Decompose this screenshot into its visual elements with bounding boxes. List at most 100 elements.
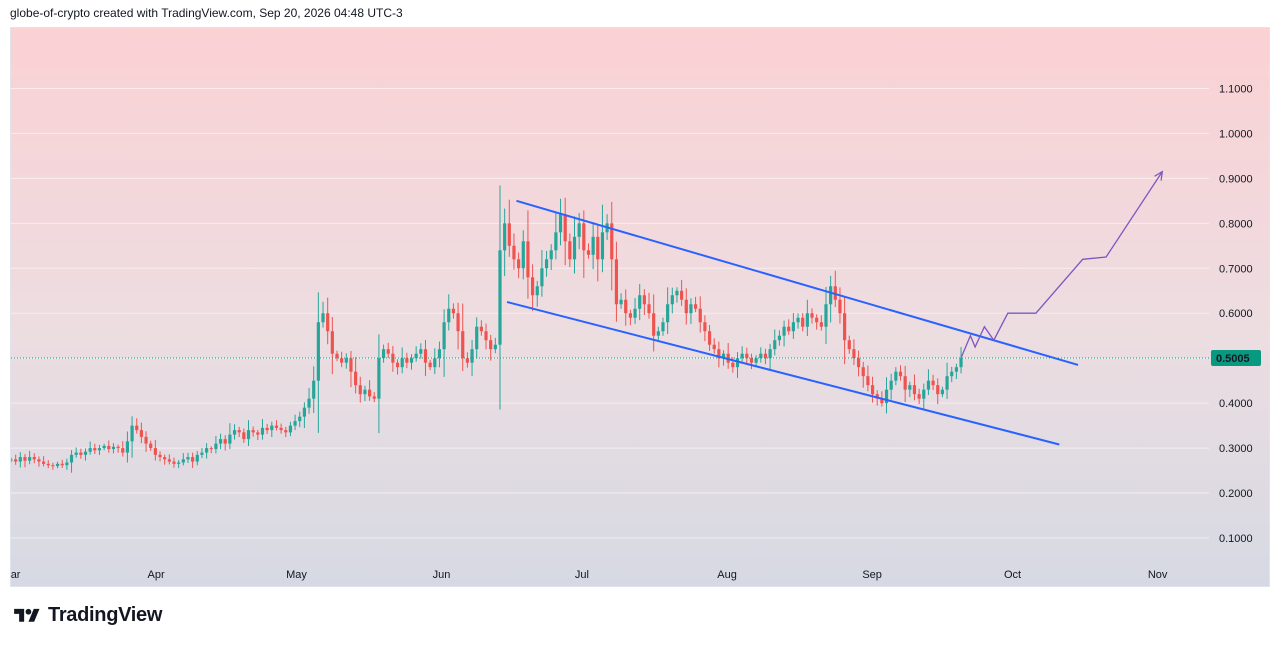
candle-body xyxy=(111,446,116,450)
channel-lower-line xyxy=(506,301,1060,446)
candle-body xyxy=(442,322,446,350)
candle-body xyxy=(875,394,879,399)
y-tick-label: 0.4000 xyxy=(1219,398,1253,410)
candle-body xyxy=(870,385,875,395)
candle-body xyxy=(139,430,143,437)
candle-body xyxy=(195,454,199,462)
candle-body xyxy=(810,313,814,318)
candle-body xyxy=(517,259,521,269)
candle-body xyxy=(163,457,167,460)
x-tick-label: Oct xyxy=(1004,569,1021,581)
candle-body xyxy=(409,358,414,363)
candle-body xyxy=(41,461,46,464)
candle-body xyxy=(363,389,367,395)
y-tick-label: 0.1000 xyxy=(1219,533,1253,545)
candle-body xyxy=(549,250,553,260)
candle-body xyxy=(451,308,456,314)
candle-body xyxy=(652,313,656,336)
chart-area[interactable]: 0.10000.20000.30000.40000.50000.60000.70… xyxy=(10,27,1270,587)
candle-body xyxy=(754,358,758,363)
candle-body xyxy=(121,448,125,453)
x-tick-label: Nov xyxy=(1148,569,1168,581)
candle-body xyxy=(856,358,861,368)
candle-body xyxy=(852,349,856,359)
candle-body xyxy=(619,299,623,305)
candle-body xyxy=(577,223,581,237)
chart-caption: globe-of-crypto created with TradingView… xyxy=(10,6,403,20)
candle-body xyxy=(796,317,800,323)
candle-body xyxy=(568,241,572,260)
candle-body xyxy=(493,344,497,350)
candle-body xyxy=(107,445,111,450)
candle-body xyxy=(731,362,735,368)
candle-body xyxy=(316,322,320,381)
candle-body xyxy=(242,432,246,440)
candle-body xyxy=(787,326,791,332)
candle-body xyxy=(326,313,330,332)
candle-body xyxy=(307,398,311,408)
candle-body xyxy=(372,396,376,399)
projection-arrowhead xyxy=(1154,170,1164,181)
candle-body xyxy=(51,465,55,467)
candle-body xyxy=(330,331,334,354)
candle-body xyxy=(367,389,372,397)
candle-body xyxy=(23,457,27,461)
candle-body xyxy=(824,304,828,327)
candle-body xyxy=(926,380,931,390)
candle-body xyxy=(847,340,851,350)
candle-body xyxy=(610,223,614,260)
candle-body xyxy=(843,313,847,341)
candle-body xyxy=(801,317,805,327)
candle-body xyxy=(400,358,404,368)
candle-body xyxy=(177,462,181,464)
candle-body xyxy=(954,367,958,372)
candle-body xyxy=(11,459,13,461)
candle-body xyxy=(740,353,744,359)
candle-body xyxy=(563,214,567,242)
candle-body xyxy=(386,349,390,354)
candle-body xyxy=(130,425,134,442)
candle-body xyxy=(125,441,130,453)
candle-body xyxy=(912,385,917,395)
candle-body xyxy=(18,457,22,462)
channel-upper-line xyxy=(516,199,1079,366)
candle-body xyxy=(284,430,288,433)
candle-body xyxy=(65,462,69,466)
candle-body xyxy=(866,376,870,386)
candle-body xyxy=(144,436,148,444)
candle-body xyxy=(172,461,176,464)
candle-body xyxy=(358,385,362,395)
candle-body xyxy=(251,430,255,433)
price-chart[interactable]: 0.10000.20000.30000.40000.50000.60000.70… xyxy=(11,28,1270,587)
y-tick-label: 1.0000 xyxy=(1219,128,1253,140)
candle-body xyxy=(819,322,823,327)
candle-body xyxy=(149,443,153,449)
candle-body xyxy=(116,446,120,449)
candle-body xyxy=(861,367,865,377)
candle-body xyxy=(624,299,628,314)
x-tick-label: May xyxy=(286,569,307,581)
candle-body xyxy=(647,304,651,314)
candle-body xyxy=(735,358,740,368)
candle-body xyxy=(526,241,530,278)
candle-body xyxy=(745,353,749,359)
candle-body xyxy=(586,250,591,255)
candle-body xyxy=(707,331,712,345)
candle-body xyxy=(554,232,558,251)
candle-body xyxy=(638,295,642,309)
candle-body xyxy=(903,376,907,390)
candle-body xyxy=(582,223,586,251)
tradingview-logo[interactable]: TradingView xyxy=(12,604,162,627)
candle-body xyxy=(507,223,511,246)
candle-body xyxy=(931,380,935,386)
candle-body xyxy=(279,427,283,431)
candle-body xyxy=(237,430,241,433)
y-tick-label: 0.2000 xyxy=(1219,488,1253,500)
y-tick-label: 0.6000 xyxy=(1219,308,1253,320)
candle-body xyxy=(544,259,549,269)
candle-body xyxy=(675,290,679,296)
candle-body xyxy=(940,389,945,395)
candle-body xyxy=(55,463,60,467)
candle-body xyxy=(712,344,716,350)
candle-body xyxy=(680,290,684,300)
